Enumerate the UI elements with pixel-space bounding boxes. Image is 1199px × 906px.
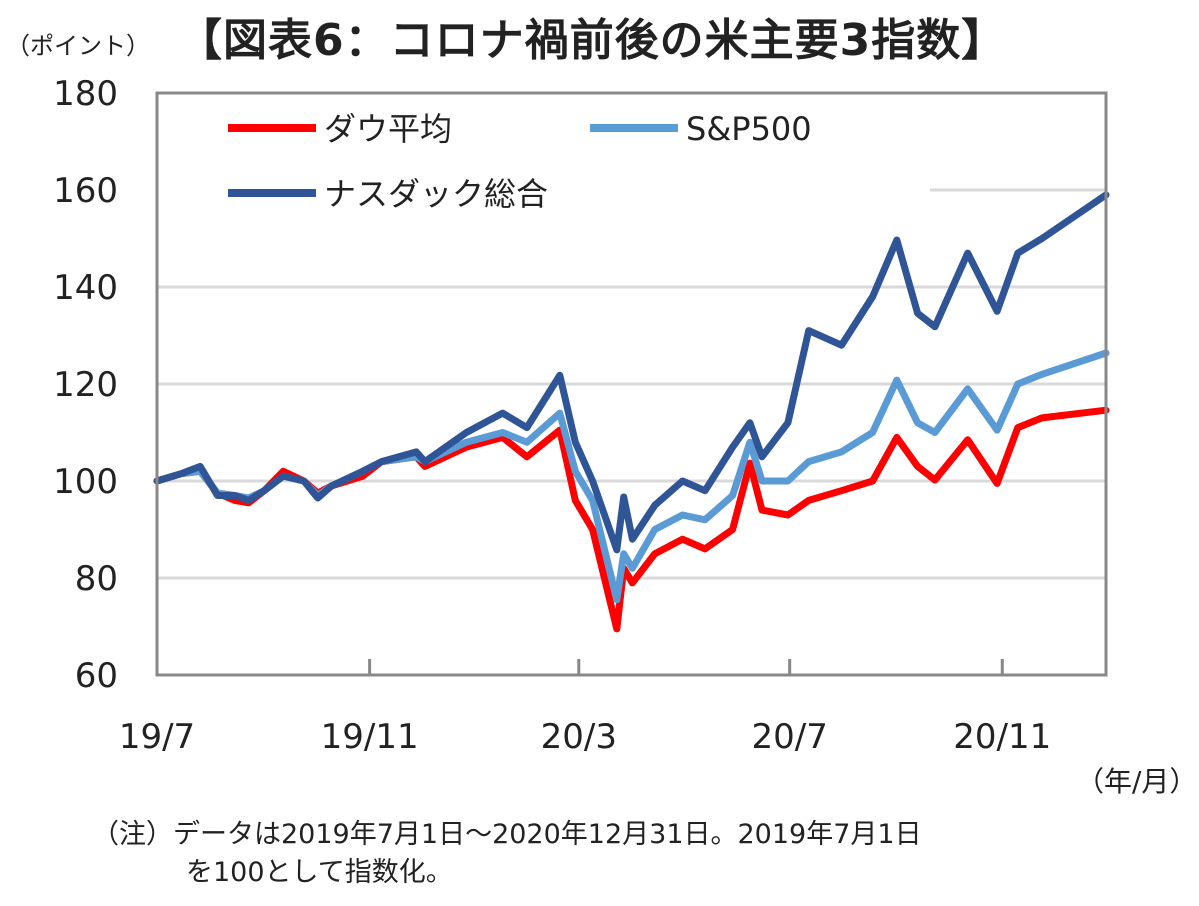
legend-label-0: ダウ平均 (324, 110, 452, 148)
y-tick-label: 60 (75, 656, 118, 696)
y-tick-label: 100 (53, 462, 118, 502)
y-tick-label: 160 (53, 171, 118, 211)
y-axis-unit: （ポイント） (6, 32, 150, 60)
x-tick-label: 19/7 (119, 717, 195, 757)
series-lines (153, 191, 1110, 633)
legend-label-2: ナスダック総合 (324, 175, 548, 213)
legend: ダウ平均 S&P500 ナスダック総合 (228, 110, 812, 213)
x-tick-label: 19/11 (321, 717, 419, 757)
y-tick-label: 120 (53, 365, 118, 405)
y-tick-label: 80 (75, 559, 118, 599)
note-line-2: を100として指数化。 (186, 857, 453, 888)
x-tick-label: 20/11 (953, 717, 1051, 757)
legend-label-1: S&P500 (686, 110, 812, 148)
plot-frame (155, 91, 1108, 677)
y-tick-label: 140 (53, 268, 118, 308)
x-tick-labels: 19/7 19/11 20/3 20/7 20/11 (119, 717, 1051, 757)
x-tick-label: 20/7 (751, 717, 827, 757)
note-line-1: （注）データは2019年7月1日～2020年12月31日。2019年7月1日 (92, 819, 922, 850)
chart-title: 【図表6：コロナ禍前後の米主要3指数】 (178, 15, 1007, 66)
x-axis-unit: （年/月） (1076, 765, 1198, 798)
series-line-2 (153, 191, 1110, 554)
y-tick-labels: 60 80 100 120 140 160 180 (53, 74, 118, 696)
y-tick-label: 180 (53, 74, 118, 114)
x-tick-label: 20/3 (541, 717, 617, 757)
